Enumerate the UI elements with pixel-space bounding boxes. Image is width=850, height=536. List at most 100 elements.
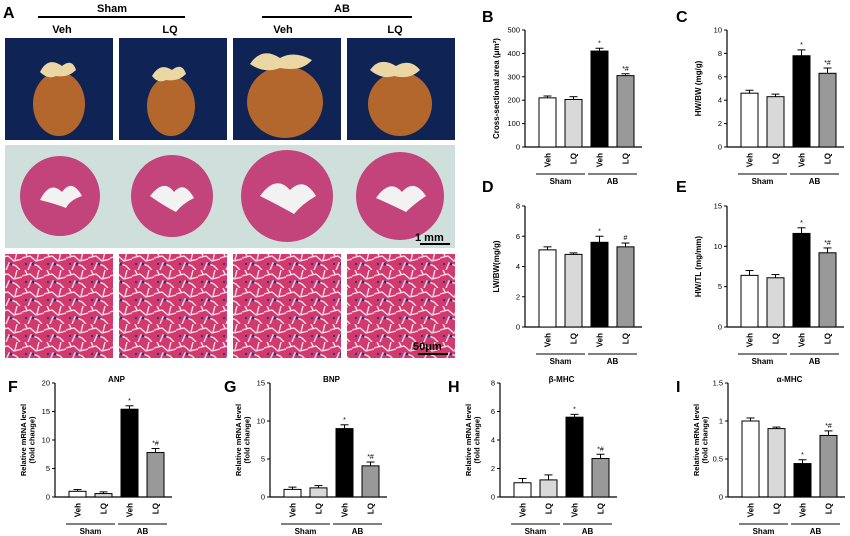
x-tick-label-c-3: LQ <box>824 153 833 164</box>
group-label-b-1: AB <box>607 177 619 186</box>
bar-i-3 <box>819 434 838 498</box>
x-tick-label-f-2: Veh <box>126 503 135 517</box>
x-tick-label-h-1: LQ <box>545 503 554 514</box>
panel-letter-f: F <box>8 379 18 396</box>
group-label-d-0: Sham <box>550 357 572 366</box>
scale-label-bottom: 50μm <box>413 341 442 353</box>
x-tick-label-g-2: Veh <box>341 503 350 517</box>
x-tick-label-c-2: Veh <box>798 153 807 167</box>
panel-letter-h: H <box>448 379 460 396</box>
y-axis-label-f: Relative mRNA level(fold change) <box>19 404 36 476</box>
y-tick-label-g-3: 15 <box>257 379 265 388</box>
panel-letter-d: D <box>482 179 494 196</box>
y-tick-label-d-2: 4 <box>516 262 520 271</box>
y-tick-label-i-1: 0.5 <box>713 455 723 464</box>
y-tick-label-h-0: 0 <box>491 493 495 502</box>
y-tick-label-d-1: 2 <box>516 292 520 301</box>
x-tick-label-i-2: Veh <box>799 503 808 517</box>
y-tick-label-f-3: 15 <box>42 407 50 416</box>
x-tick-label-b-3: LQ <box>622 153 631 164</box>
group-label-f-0: Sham <box>80 527 102 536</box>
heart-shape-1 <box>33 72 85 136</box>
chart-f: F ANP 0 5 10 15 20 Relative mRNA level(fold cha… <box>8 375 172 536</box>
y-tick-label-b-2: 200 <box>507 96 520 105</box>
y-tick-label-b-5: 500 <box>507 26 520 35</box>
heart-shape-4 <box>368 72 432 136</box>
y-tick-label-c-4: 8 <box>718 49 722 58</box>
heart-shape-3 <box>247 66 323 138</box>
y-tick-label-i-2: 1 <box>719 417 723 426</box>
panel-letter-i: I <box>676 379 680 396</box>
significance-e-2: * <box>800 220 803 227</box>
significance-h-3: *# <box>597 446 604 453</box>
bar-h-1 <box>539 479 558 498</box>
bar-f-2 <box>120 408 139 498</box>
heart-shape-2 <box>147 76 195 136</box>
bar-h-2 <box>565 416 584 498</box>
bar-c-2 <box>792 55 811 148</box>
bar-d-0 <box>538 249 557 328</box>
panel-letter-b: B <box>482 9 494 26</box>
chart-title-f: ANP <box>108 375 126 384</box>
group-label-f-1: AB <box>137 527 149 536</box>
y-tick-label-b-4: 400 <box>507 49 520 58</box>
group-label-h-1: AB <box>582 527 594 536</box>
group-label-e-0: Sham <box>752 357 774 366</box>
significance-g-3: *# <box>367 454 374 461</box>
significance-c-2: * <box>800 42 803 49</box>
y-tick-label-e-2: 10 <box>714 242 722 251</box>
x-tick-label-b-1: LQ <box>570 153 579 164</box>
y-tick-label-b-0: 0 <box>516 143 520 152</box>
y-tick-label-c-2: 4 <box>718 96 722 105</box>
y-tick-label-e-3: 15 <box>714 202 722 211</box>
x-tick-label-d-3: LQ <box>622 333 631 344</box>
significance-b-3: *# <box>622 66 629 73</box>
panel-letter-e: E <box>676 179 687 196</box>
bar-h-3 <box>591 458 610 498</box>
bar-e-1 <box>766 277 785 328</box>
significance-e-3: *# <box>824 240 831 247</box>
y-tick-label-i-3: 1.5 <box>713 379 723 388</box>
y-tick-label-c-3: 6 <box>718 72 722 81</box>
x-tick-label-i-1: LQ <box>773 503 782 514</box>
histology-row: 50μm <box>5 254 455 358</box>
heart-photo-row <box>5 38 455 140</box>
significance-f-2: * <box>128 398 131 405</box>
histology-3 <box>233 254 341 358</box>
y-tick-label-f-0: 0 <box>46 493 50 502</box>
y-axis-label-g: Relative mRNA level(fold change) <box>234 404 251 476</box>
x-tick-label-d-1: LQ <box>570 333 579 344</box>
y-tick-label-d-0: 0 <box>516 323 520 332</box>
bar-f-1 <box>94 493 113 498</box>
bar-f-3 <box>146 452 165 498</box>
x-tick-label-h-2: Veh <box>571 503 580 517</box>
bar-g-2 <box>335 428 354 498</box>
bar-i-1 <box>767 428 786 498</box>
group-label-c-1: AB <box>809 177 821 186</box>
bar-g-0 <box>283 488 302 498</box>
x-tick-label-e-1: LQ <box>772 333 781 344</box>
bar-c-1 <box>766 96 785 148</box>
group-label-g-1: AB <box>352 527 364 536</box>
x-tick-label-e-2: Veh <box>798 333 807 347</box>
bar-f-0 <box>68 490 87 498</box>
histology-4 <box>347 254 455 358</box>
panel-letter-c: C <box>676 9 688 26</box>
y-tick-label-h-4: 8 <box>491 379 495 388</box>
col-label-sham-veh: Veh <box>52 24 72 36</box>
y-axis-label-d: LW/BW(mg/g) <box>492 240 501 292</box>
y-tick-label-g-2: 10 <box>257 417 265 426</box>
y-axis-label-e: HW/TL (mg/mm) <box>694 236 703 298</box>
x-tick-label-f-0: Veh <box>74 503 83 517</box>
significance-b-2: * <box>598 40 601 47</box>
x-tick-label-h-0: Veh <box>519 503 528 517</box>
chart-title-h: β-MHC <box>549 375 575 384</box>
x-tick-label-b-2: Veh <box>596 153 605 167</box>
y-axis-label-i: Relative mRNA level(fold change) <box>692 404 709 476</box>
bar-i-2 <box>793 463 812 498</box>
y-tick-label-f-1: 5 <box>46 464 50 473</box>
chart-b: B 0 100 200 300 400 500 Cross-sectional area (μ… <box>482 9 642 186</box>
y-tick-label-b-3: 300 <box>507 72 520 81</box>
